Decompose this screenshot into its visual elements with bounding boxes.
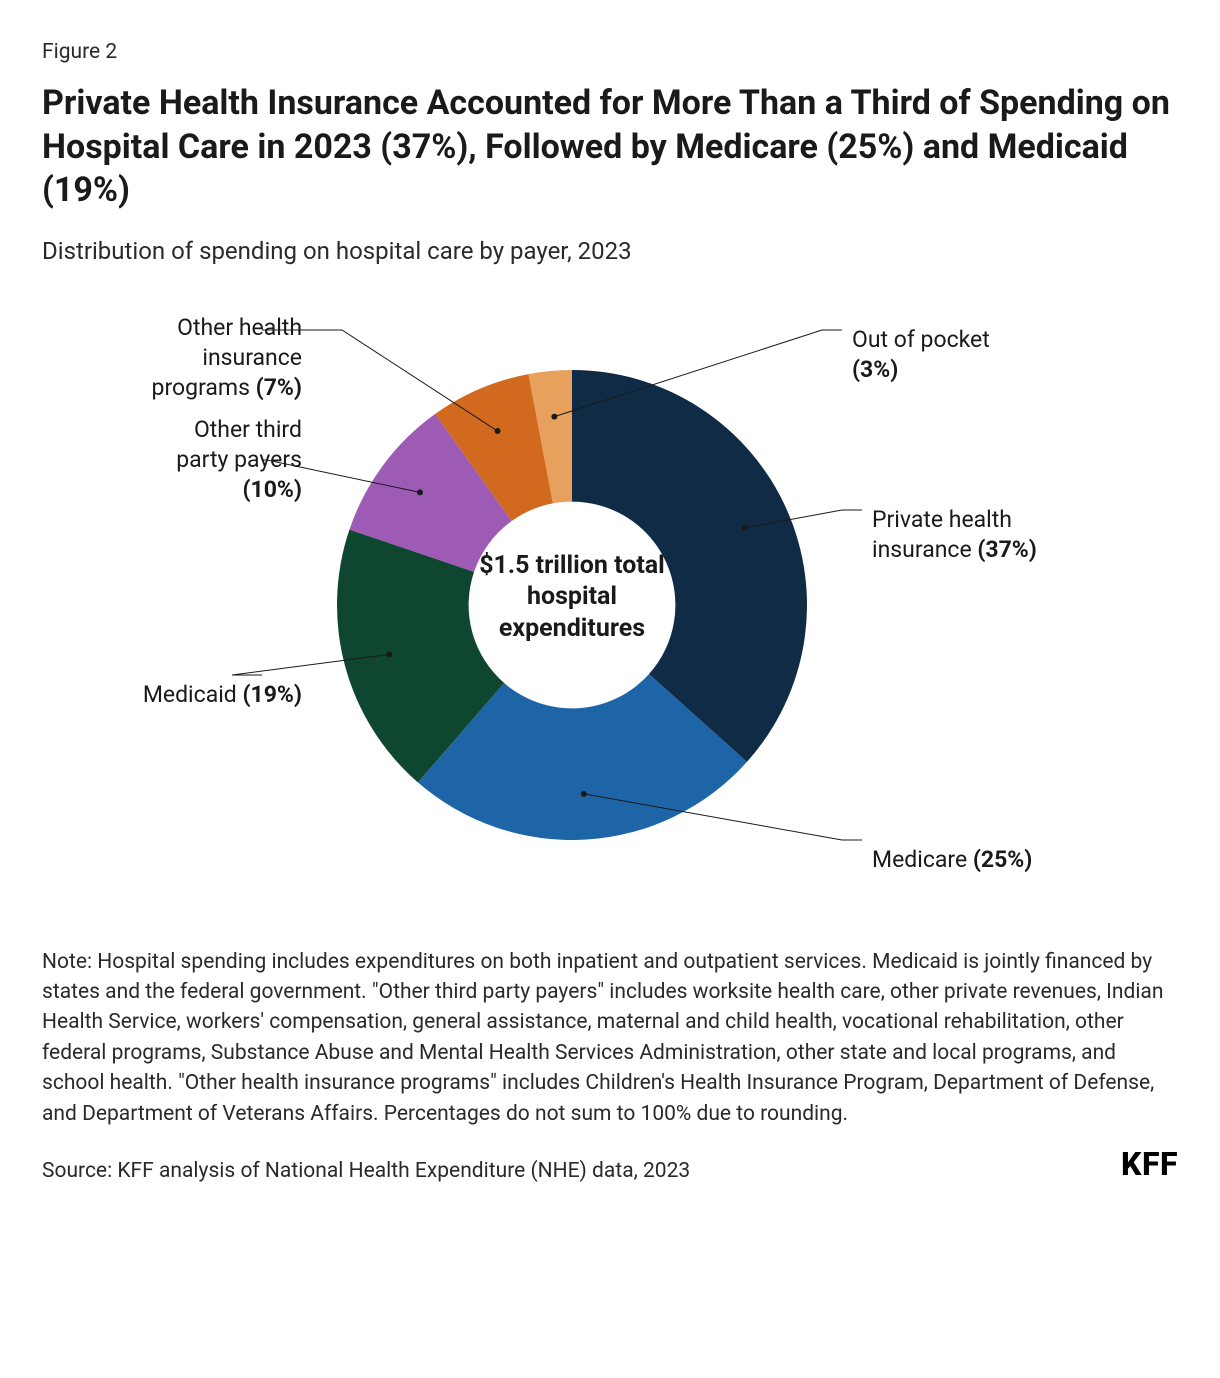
chart-title: Private Health Insurance Accounted for M… — [42, 82, 1178, 213]
source-row: Source: KFF analysis of National Health … — [42, 1145, 1178, 1183]
slice-label: Other healthinsuranceprograms (7%) — [72, 313, 302, 403]
donut-svg: $1.5 trillion total hospital expenditure… — [42, 285, 1178, 925]
slice-label: Medicaid (19%) — [72, 680, 302, 710]
chart-subtitle: Distribution of spending on hospital car… — [42, 237, 1178, 265]
source-text: Source: KFF analysis of National Health … — [42, 1159, 690, 1183]
kff-logo: KFF — [1121, 1145, 1178, 1183]
slice-label: Medicare (25%) — [872, 845, 1152, 875]
slice-label: Private healthinsurance (37%) — [872, 505, 1152, 565]
figure-label: Figure 2 — [42, 40, 1178, 64]
slice-label: Out of pocket(3%) — [852, 325, 1132, 385]
donut-center-label: $1.5 trillion total hospital expenditure… — [457, 550, 687, 644]
note-text: Note: Hospital spending includes expendi… — [42, 947, 1178, 1130]
donut-chart: $1.5 trillion total hospital expenditure… — [42, 285, 1178, 925]
slice-label: Other thirdparty payers(10%) — [72, 415, 302, 505]
